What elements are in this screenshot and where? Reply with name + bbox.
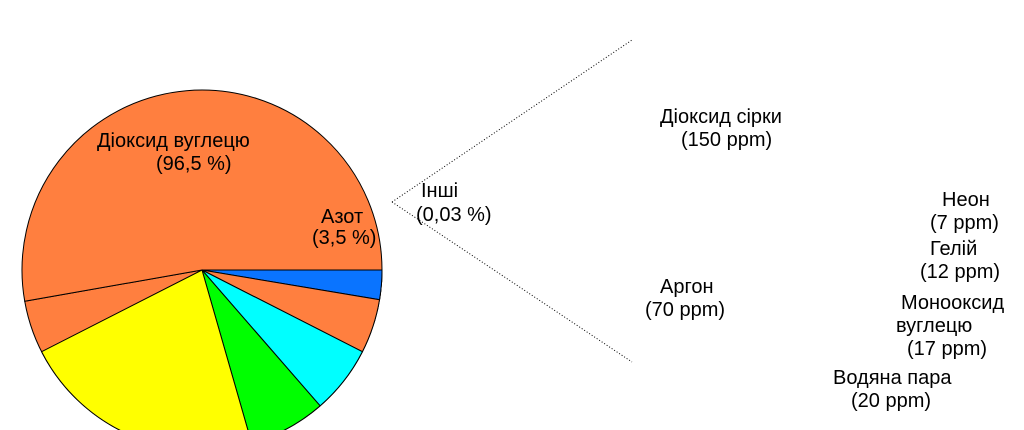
n2-label-name: Азот (321, 206, 363, 228)
so2-label-value: (150 ppm) (681, 129, 772, 151)
ne-label-value: (7 ppm) (930, 212, 999, 234)
ar-label-name: Аргон (660, 276, 714, 298)
co-label-value: (17 ppm) (907, 338, 987, 360)
ar-label-value: (70 ppm) (645, 299, 725, 321)
pie-labels: Діоксид вуглецю (96,5 %) Азот (3,5 %) Ін… (97, 106, 1004, 412)
slice-аргон (201, 269, 321, 430)
connector-line-bottom (391, 201, 633, 363)
so2-label-name: Діоксид сірки (660, 106, 782, 128)
he-label-name: Гелій (930, 238, 977, 260)
slice-діоксид-вуглецю-upper (21, 89, 383, 302)
n2-label-value: (3,5 %) (312, 227, 376, 249)
slice-діоксид-сірки (40, 269, 249, 430)
co-label-name-line2: вуглецю (896, 315, 972, 337)
he-label-value: (12 ppm) (920, 261, 1000, 283)
co-label-name-line1: Монооксид (901, 292, 1004, 314)
others-label-name: Інші (421, 180, 458, 202)
h2o-label-value: (20 ppm) (851, 390, 931, 412)
ne-label-name: Неон (942, 189, 990, 211)
h2o-label-name: Водяна пара (833, 367, 952, 389)
connector-lines (391, 39, 633, 363)
connector-line-top (391, 39, 633, 203)
co2-label-name: Діоксид вуглецю (97, 130, 250, 152)
others-label-value: (0,03 %) (416, 204, 492, 226)
others-pie (40, 269, 383, 430)
co2-label-value: (96,5 %) (156, 153, 232, 175)
